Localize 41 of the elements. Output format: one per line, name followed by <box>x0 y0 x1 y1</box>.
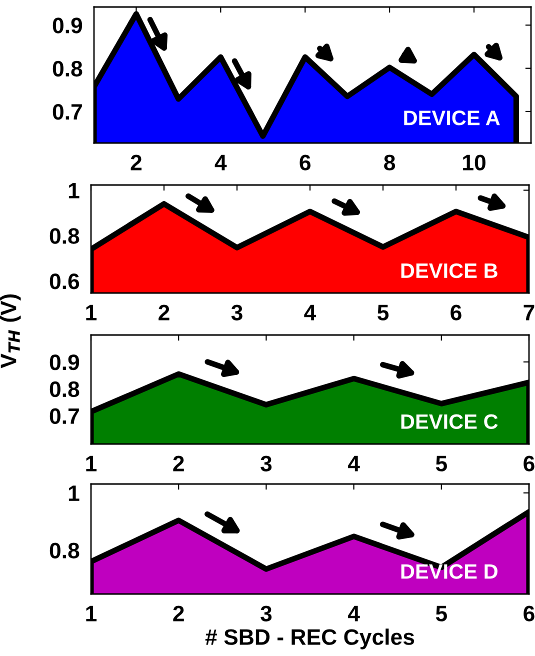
x-tick-label: 4 <box>348 456 360 472</box>
x-tick-label: 6 <box>524 456 534 472</box>
x-tick-label: 6 <box>300 154 310 170</box>
annotation: DEVICE D <box>401 564 498 579</box>
x-tick-label: 2 <box>158 304 170 320</box>
y-tick-label: 1 <box>68 486 80 501</box>
x-tick-label: 6 <box>524 606 534 622</box>
x-tick-label: 7 <box>524 304 534 320</box>
annotation: DEVICE B <box>401 263 498 278</box>
x-tick-label: 1 <box>86 606 97 622</box>
x-tick-label: 4 <box>214 154 227 170</box>
x-tick-label: 3 <box>260 606 272 622</box>
y-tick-label: 0.7 <box>50 408 79 424</box>
x-tick-label: 5 <box>378 304 389 320</box>
x-tick-label: 3 <box>260 456 272 472</box>
x-tick-label: 6 <box>450 304 462 320</box>
y-tick-label: 0.8 <box>52 60 82 77</box>
y-tick-label: 0.9 <box>50 354 80 370</box>
x-tick-label: 2 <box>173 606 184 622</box>
y-tick-label: 0.6 <box>50 274 80 290</box>
x-tick-label: 2 <box>173 456 184 472</box>
y-axis-title: V$_{TH}$ (V) <box>0 294 21 368</box>
x-tick-label: 10 <box>463 154 486 170</box>
x-axis-title: # SBD - REC Cycles <box>205 628 414 650</box>
annotation: DEVICE C <box>401 414 498 429</box>
y-tick-label: 0.7 <box>52 104 82 120</box>
y-tick-label: 0.8 <box>50 381 80 398</box>
y-tick-label: 0.9 <box>52 18 82 34</box>
y-tick-label: 0.8 <box>50 228 80 244</box>
x-tick-label: 4 <box>304 304 316 320</box>
annotation: DEVICE A <box>404 110 500 126</box>
x-tick-label: 8 <box>384 154 396 170</box>
x-tick-label: 5 <box>436 606 447 622</box>
x-tick-label: 1 <box>86 456 97 472</box>
x-tick-label: 1 <box>86 304 97 320</box>
x-tick-label: 5 <box>436 456 447 472</box>
x-tick-label: 3 <box>231 304 242 320</box>
x-tick-label: 2 <box>130 154 142 170</box>
y-tick-label: 0.8 <box>50 542 80 558</box>
y-tick-label: 1 <box>68 182 80 198</box>
x-tick-label: 4 <box>348 606 360 622</box>
